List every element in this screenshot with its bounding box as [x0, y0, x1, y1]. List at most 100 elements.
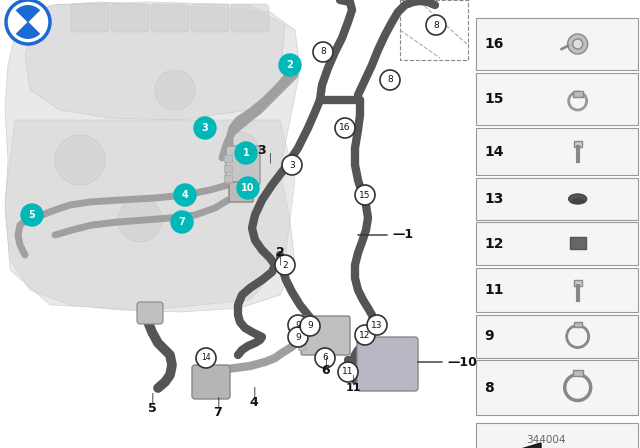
- Text: 7: 7: [214, 405, 222, 418]
- FancyBboxPatch shape: [357, 337, 418, 391]
- Circle shape: [174, 184, 196, 206]
- Text: 1: 1: [243, 148, 250, 158]
- Wedge shape: [15, 22, 41, 40]
- Bar: [400, 0, 468, 60]
- Text: 11: 11: [342, 367, 354, 376]
- Circle shape: [282, 155, 302, 175]
- Text: 11: 11: [345, 383, 361, 393]
- Text: 8: 8: [484, 380, 493, 395]
- Text: 12: 12: [484, 237, 504, 250]
- Ellipse shape: [572, 198, 584, 203]
- FancyBboxPatch shape: [229, 182, 253, 202]
- Text: 3: 3: [289, 160, 295, 169]
- Text: 6: 6: [322, 353, 328, 362]
- Circle shape: [55, 135, 105, 185]
- Text: 7: 7: [179, 217, 186, 227]
- Polygon shape: [5, 120, 295, 310]
- FancyBboxPatch shape: [301, 316, 350, 355]
- Text: 13: 13: [371, 320, 383, 329]
- Text: 14: 14: [484, 145, 504, 159]
- Text: 10: 10: [241, 183, 255, 193]
- Circle shape: [367, 315, 387, 335]
- FancyBboxPatch shape: [151, 4, 189, 32]
- FancyBboxPatch shape: [231, 4, 269, 32]
- Text: 13: 13: [484, 192, 504, 206]
- Bar: [476, 222, 638, 265]
- Text: 4: 4: [182, 190, 188, 200]
- Circle shape: [155, 70, 195, 110]
- Bar: [298, 333, 306, 339]
- Bar: [573, 370, 582, 376]
- Text: |: |: [252, 387, 256, 397]
- FancyBboxPatch shape: [111, 4, 149, 32]
- Bar: [573, 323, 582, 327]
- Polygon shape: [25, 2, 285, 120]
- Bar: [224, 155, 232, 162]
- Text: 2: 2: [276, 246, 284, 258]
- Text: 4: 4: [250, 396, 259, 409]
- Circle shape: [6, 0, 50, 44]
- Bar: [476, 128, 638, 175]
- Text: 2: 2: [282, 260, 288, 270]
- Circle shape: [380, 70, 400, 90]
- Bar: [298, 344, 306, 350]
- Text: 5: 5: [29, 210, 35, 220]
- Polygon shape: [5, 2, 300, 312]
- Text: 9: 9: [295, 320, 301, 329]
- Bar: [570, 237, 586, 250]
- Circle shape: [355, 185, 375, 205]
- Polygon shape: [491, 443, 556, 448]
- Circle shape: [118, 198, 162, 242]
- Text: 2: 2: [287, 60, 293, 70]
- Circle shape: [275, 255, 295, 275]
- Text: 9: 9: [307, 322, 313, 331]
- Ellipse shape: [569, 194, 587, 204]
- Text: —1: —1: [392, 228, 413, 241]
- Wedge shape: [15, 4, 41, 22]
- Text: 9: 9: [484, 329, 493, 344]
- Circle shape: [568, 34, 588, 54]
- Circle shape: [288, 327, 308, 347]
- Text: 3: 3: [202, 123, 209, 133]
- Circle shape: [288, 315, 308, 335]
- Bar: [476, 423, 638, 448]
- Bar: [224, 165, 232, 172]
- Circle shape: [335, 118, 355, 138]
- Text: 15: 15: [359, 190, 371, 199]
- Circle shape: [279, 54, 301, 76]
- Bar: [573, 91, 582, 97]
- Bar: [476, 268, 638, 312]
- FancyBboxPatch shape: [191, 4, 229, 32]
- Text: 8: 8: [433, 21, 439, 30]
- Text: 8: 8: [387, 76, 393, 85]
- Circle shape: [21, 204, 43, 226]
- Text: |: |: [268, 153, 271, 163]
- Text: |: |: [278, 255, 282, 265]
- Text: 14: 14: [201, 353, 211, 362]
- Text: |: |: [351, 375, 355, 385]
- Circle shape: [171, 211, 193, 233]
- Circle shape: [315, 348, 335, 368]
- Text: —10: —10: [447, 356, 477, 369]
- Circle shape: [300, 316, 320, 336]
- Text: 6: 6: [322, 363, 330, 376]
- Text: 3: 3: [258, 143, 266, 156]
- Text: 5: 5: [148, 401, 156, 414]
- Bar: [573, 142, 582, 147]
- Text: 11: 11: [484, 283, 504, 297]
- Text: 12: 12: [359, 331, 371, 340]
- Circle shape: [194, 117, 216, 139]
- Circle shape: [196, 348, 216, 368]
- Circle shape: [292, 335, 302, 345]
- Circle shape: [305, 325, 315, 335]
- Bar: [476, 73, 638, 125]
- Bar: [298, 322, 306, 328]
- Circle shape: [338, 362, 358, 382]
- Wedge shape: [10, 9, 28, 35]
- Wedge shape: [28, 9, 46, 35]
- Bar: [224, 175, 232, 182]
- FancyBboxPatch shape: [192, 365, 230, 399]
- Circle shape: [237, 177, 259, 199]
- Circle shape: [292, 325, 302, 335]
- Bar: [476, 178, 638, 220]
